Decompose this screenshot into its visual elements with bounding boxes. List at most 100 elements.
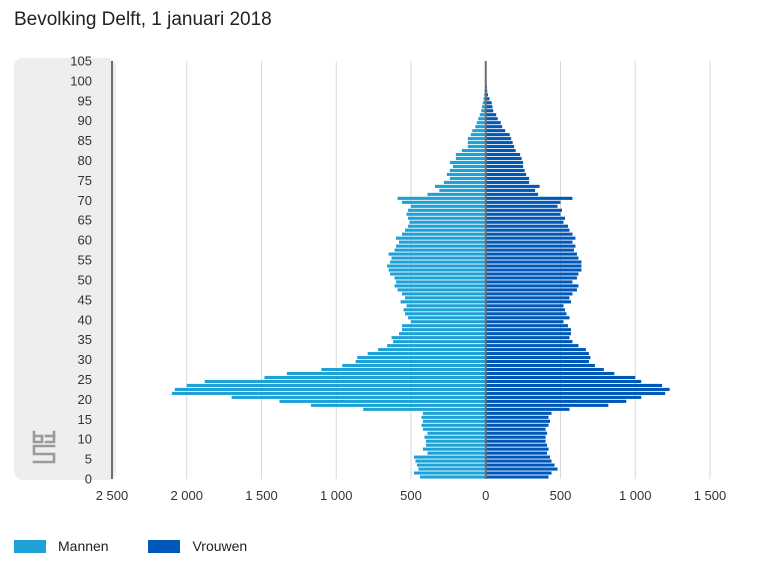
y-tick-label: 100 (70, 73, 92, 88)
bar-vrouwen (485, 268, 582, 272)
bar-vrouwen (485, 284, 579, 288)
bar-vrouwen (485, 360, 589, 364)
y-tick-label: 70 (78, 193, 92, 208)
population-pyramid-chart: 2 500 2 000 1 500 1 000 500 0 500 1 000 1 500 0 5 1… (70, 54, 726, 501)
bar-mannen (394, 248, 486, 252)
bar-mannen (427, 451, 486, 455)
bar-vrouwen (485, 168, 525, 173)
bar-mannen (452, 164, 486, 169)
bar-mannen (467, 137, 486, 141)
bar-mannen (481, 109, 486, 113)
bar-mannen (422, 427, 486, 431)
bar-mannen (390, 260, 486, 264)
bar-mannen (204, 379, 486, 384)
bar-vrouwen (485, 208, 562, 212)
bar-mannen (424, 435, 486, 439)
bar-vrouwen (485, 363, 595, 368)
bar-vrouwen (485, 371, 615, 376)
bar-mannen (408, 216, 486, 220)
bar-vrouwen (485, 340, 573, 344)
bar-mannen (449, 160, 486, 165)
bar-mannen (396, 244, 486, 248)
bar-mannen (264, 375, 486, 380)
bar-mannen (443, 180, 486, 184)
bar-vrouwen (485, 324, 568, 328)
bar-mannen (396, 280, 486, 284)
bar-mannen (446, 172, 486, 177)
plot-background-panel (14, 58, 116, 480)
bar-vrouwen (485, 447, 549, 451)
y-tick-label: 35 (78, 332, 92, 347)
bar-vrouwen (485, 304, 564, 308)
bar-mannen (286, 371, 486, 376)
bar-mannen (434, 184, 486, 188)
y-tick-label: 95 (78, 93, 92, 108)
bar-vrouwen (485, 296, 570, 300)
bar-mannen (455, 152, 486, 157)
bar-mannen (396, 236, 486, 240)
bar-vrouwen (485, 228, 570, 232)
bar-mannen (422, 447, 486, 451)
bar-mannen (397, 196, 486, 200)
y-tick-label: 90 (78, 113, 92, 128)
bar-vrouwen (485, 125, 503, 129)
bar-mannen (405, 296, 486, 300)
bar-vrouwen (485, 348, 586, 352)
bar-mannen (402, 292, 486, 296)
bar-mannen (416, 463, 486, 467)
bar-mannen (399, 240, 486, 244)
bar-mannen (391, 336, 486, 340)
bar-vrouwen (485, 415, 549, 419)
bar-mannen (425, 443, 486, 447)
bar-vrouwen (485, 236, 576, 240)
bar-mannen (421, 415, 486, 419)
legend-swatch-mannen (14, 539, 46, 553)
y-tick-label: 60 (78, 233, 92, 248)
bar-mannen (411, 320, 486, 324)
bar-mannen (388, 252, 486, 256)
bar-vrouwen (485, 451, 548, 455)
bar-mannen (482, 101, 486, 105)
bar-vrouwen (485, 288, 577, 292)
bar-mannen (413, 455, 486, 459)
y-tick-label: 40 (78, 312, 92, 327)
bar-mannen (472, 129, 486, 133)
bar-vrouwen (485, 204, 558, 208)
bar-mannen (449, 176, 486, 180)
bar-mannen (391, 256, 486, 260)
bar-vrouwen (485, 200, 561, 204)
bar-vrouwen (485, 156, 522, 161)
bar-mannen (367, 352, 486, 356)
bar-vrouwen (485, 121, 501, 125)
bar-vrouwen (485, 129, 506, 133)
bar-mannen (394, 284, 486, 288)
y-tick-label: 10 (78, 432, 92, 447)
y-tick-label: 50 (78, 272, 92, 287)
bar-mannen (186, 383, 486, 388)
bar-vrouwen (485, 467, 558, 471)
bar-mannen (415, 459, 486, 463)
x-tick-label: 2 500 (96, 488, 129, 500)
legend-swatch-vrouwen (148, 539, 181, 553)
bar-vrouwen (485, 280, 573, 284)
bar-vrouwen (485, 105, 493, 109)
bar-vrouwen (485, 248, 574, 252)
bar-vrouwen (485, 141, 513, 145)
bar-vrouwen (485, 260, 582, 264)
bar-vrouwen (485, 312, 567, 316)
bar-vrouwen (485, 224, 568, 228)
bar-vrouwen (485, 300, 571, 304)
bar-vrouwen (485, 244, 576, 248)
bar-mannen (422, 411, 486, 415)
x-tick-label: 0 (482, 488, 489, 500)
bar-mannen (402, 200, 486, 204)
bar-mannen (406, 212, 486, 216)
bar-vrouwen (485, 133, 510, 137)
bar-vrouwen (485, 180, 530, 184)
bar-mannen (470, 133, 486, 137)
y-tick-label: 85 (78, 133, 92, 148)
y-tick-label: 80 (78, 153, 92, 168)
bar-vrouwen (485, 252, 577, 256)
bar-mannen (479, 113, 486, 117)
bar-vrouwen (485, 423, 549, 427)
